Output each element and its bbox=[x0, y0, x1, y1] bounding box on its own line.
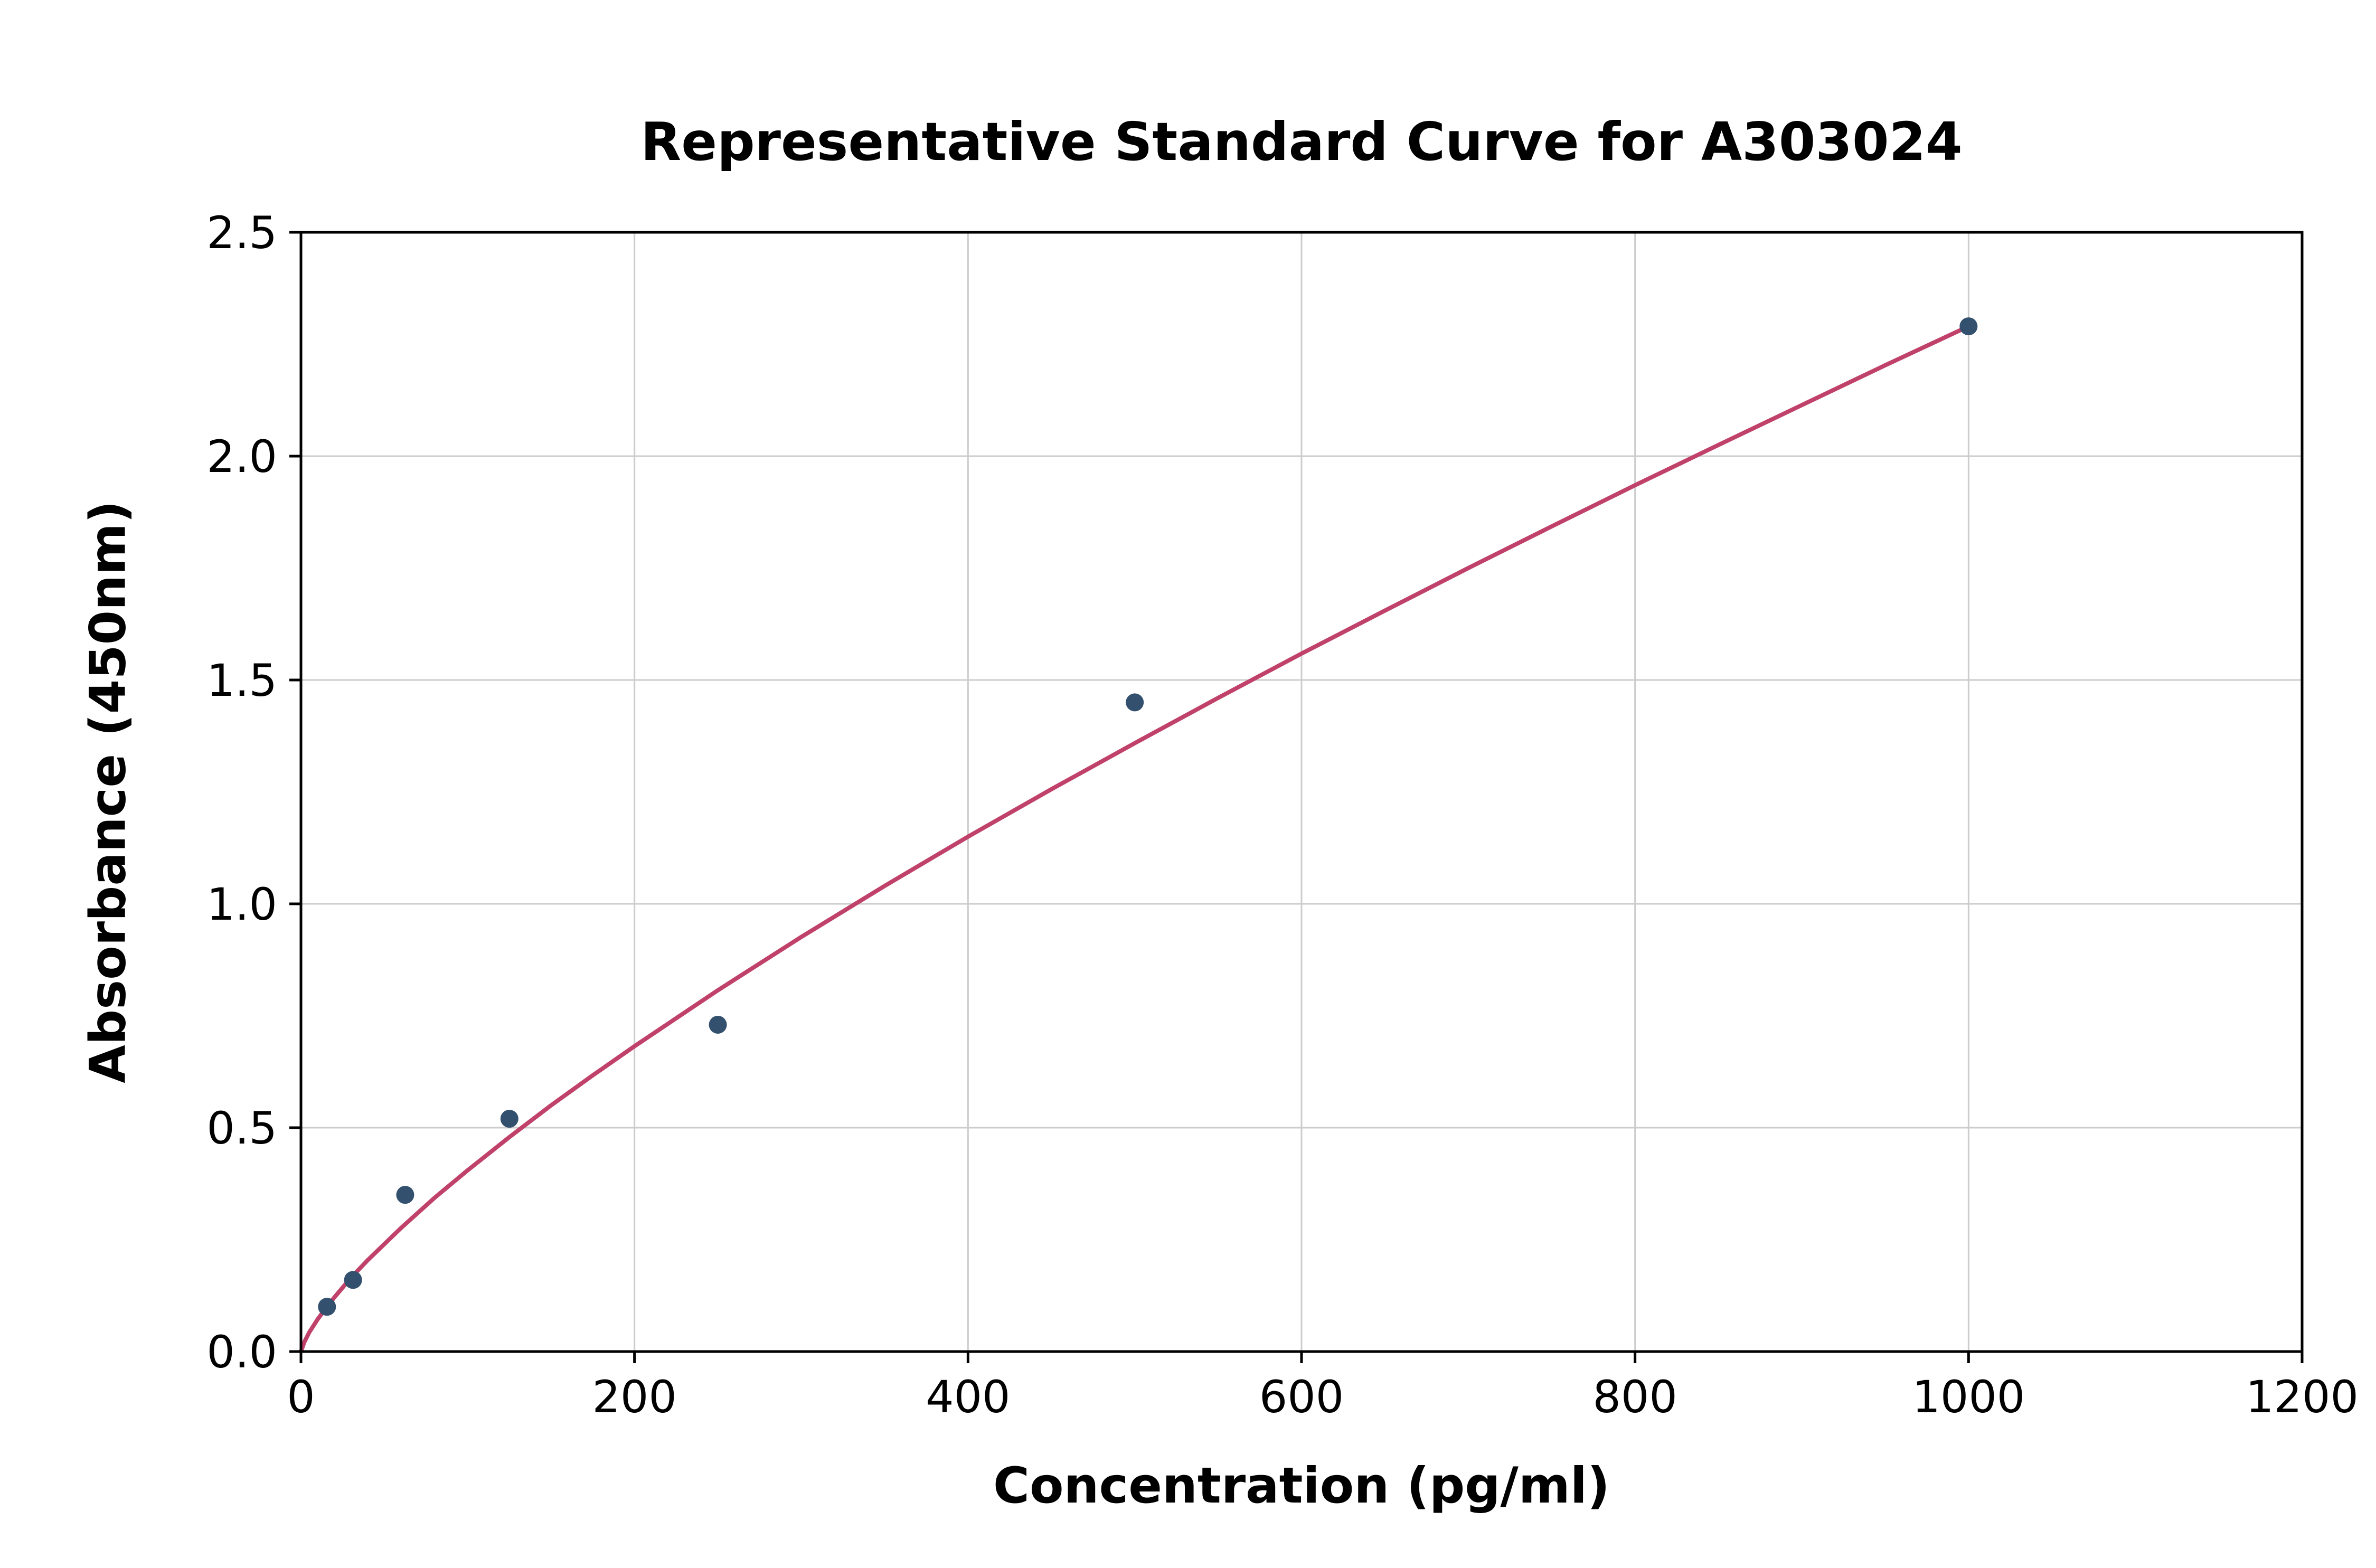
y-tick-label: 0.5 bbox=[206, 1102, 277, 1154]
data-point bbox=[344, 1271, 362, 1289]
x-tick-label: 0 bbox=[287, 1371, 315, 1423]
x-tick-label: 400 bbox=[926, 1371, 1010, 1423]
x-tick-label: 200 bbox=[592, 1371, 676, 1423]
x-tick-label: 800 bbox=[1592, 1371, 1677, 1423]
y-tick-label: 2.5 bbox=[206, 207, 277, 259]
data-point bbox=[709, 1015, 727, 1034]
y-tick-label: 2.0 bbox=[206, 431, 277, 483]
y-tick-label: 1.0 bbox=[206, 879, 277, 930]
data-point bbox=[1126, 693, 1144, 712]
y-tick-label: 0.0 bbox=[206, 1326, 277, 1378]
data-point bbox=[318, 1298, 336, 1316]
x-tick-label: 1000 bbox=[1912, 1371, 2025, 1423]
x-axis-label: Concentration (pg/ml) bbox=[993, 1457, 1610, 1515]
fit-curve bbox=[299, 324, 1971, 1354]
data-point bbox=[396, 1186, 414, 1204]
x-tick-label: 600 bbox=[1259, 1371, 1344, 1423]
data-point bbox=[500, 1110, 518, 1128]
chart-title: Representative Standard Curve for A30302… bbox=[640, 111, 1963, 173]
data-point bbox=[1959, 317, 1978, 336]
y-tick-label: 1.5 bbox=[206, 655, 277, 706]
x-tick-label: 1200 bbox=[2246, 1371, 2359, 1423]
